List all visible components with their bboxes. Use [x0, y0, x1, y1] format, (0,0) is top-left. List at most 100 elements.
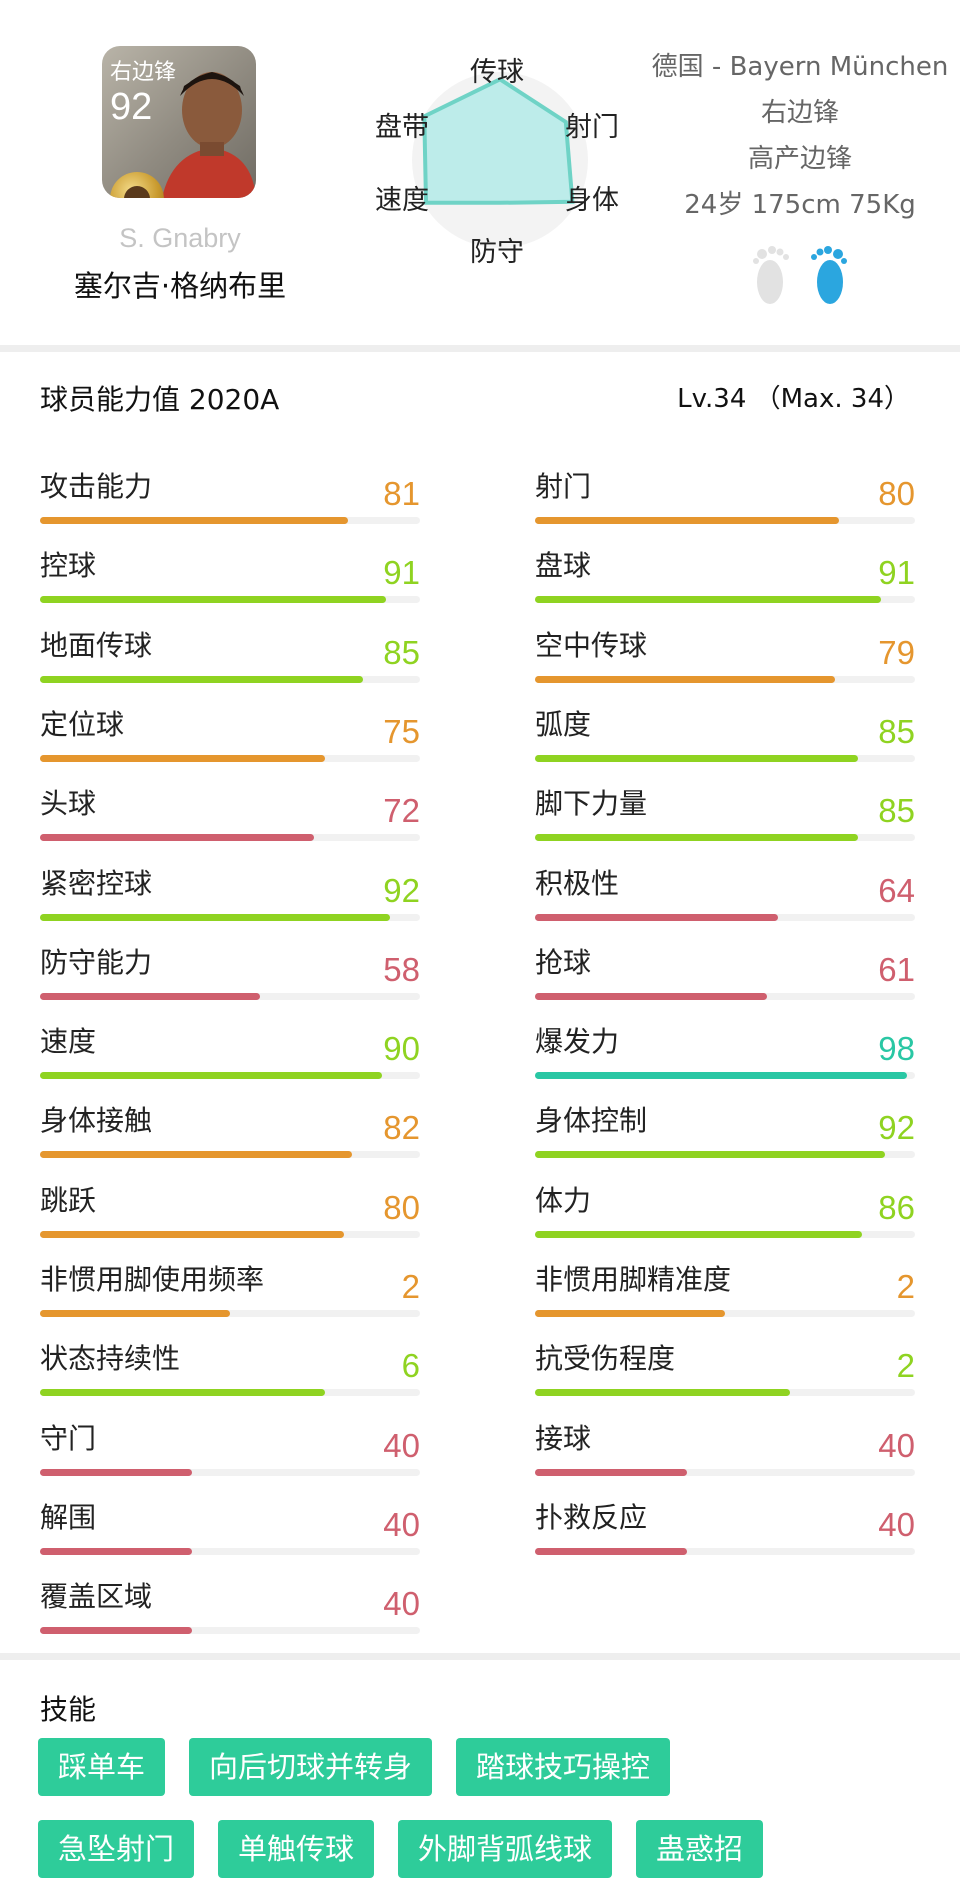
- stat-value: 40: [383, 1585, 420, 1623]
- stat-bar-fill: [535, 1389, 790, 1397]
- stat-row: 扑救反应 40: [535, 1496, 915, 1576]
- stat-bar-fill: [535, 754, 858, 762]
- skill-tag[interactable]: 踏球技巧操控: [456, 1738, 671, 1796]
- stat-bar-fill: [40, 1072, 382, 1080]
- stat-value: 92: [878, 1109, 915, 1147]
- radar-label-defense: 防守: [470, 237, 524, 268]
- radar-label-speed: 速度: [375, 185, 429, 216]
- stat-value: 40: [878, 1426, 915, 1464]
- stat-value: 2: [896, 1268, 915, 1305]
- stat-bar-fill: [535, 517, 839, 524]
- stat-value: 90: [383, 1030, 420, 1068]
- skill-tag[interactable]: 单触传球: [218, 1820, 375, 1878]
- stat-row: 非惯用脚精准度 2: [535, 1258, 915, 1338]
- stat-bar-track: [40, 992, 420, 1000]
- stat-bar-track: [535, 1389, 915, 1397]
- skill-tag[interactable]: 向后切球并转身: [189, 1738, 433, 1796]
- skill-tag[interactable]: 急坠射门: [38, 1820, 195, 1878]
- stat-bar-fill: [535, 1468, 687, 1476]
- stat-label: 状态持续性: [40, 1342, 181, 1376]
- radar-label-pass: 传球: [470, 57, 524, 88]
- stat-row: 头球 72: [40, 782, 420, 862]
- stat-bar-fill: [40, 1151, 352, 1159]
- skill-tag[interactable]: 踩单车: [38, 1738, 166, 1796]
- divider: [0, 345, 960, 352]
- stat-value: 81: [383, 475, 420, 512]
- stat-row: 跳跃 80: [40, 1179, 420, 1259]
- stat-bar-track: [40, 834, 420, 842]
- stat-value: 2: [896, 1347, 915, 1385]
- preferred-foot-icon: [753, 246, 847, 304]
- stat-bar-fill: [40, 1468, 192, 1476]
- stat-label: 守门: [40, 1421, 97, 1455]
- stat-bar-track: [535, 675, 915, 683]
- radar-chart: [412, 72, 588, 248]
- card-position: 右边锋: [110, 60, 177, 85]
- stat-bar-fill: [40, 596, 386, 604]
- stat-value: 40: [383, 1505, 420, 1543]
- player-photo: [162, 72, 256, 198]
- stat-bar-fill: [535, 1547, 687, 1555]
- body-info: 24岁 175cm 75Kg: [684, 190, 916, 220]
- stat-label: 体力: [535, 1183, 592, 1217]
- playstyle-info: 高产边锋: [747, 144, 852, 174]
- stat-row: 非惯用脚使用频率 2: [40, 1258, 420, 1338]
- stat-row: 控球 91: [40, 544, 420, 624]
- stat-row: 积极性 64: [535, 862, 915, 942]
- stat-bar-fill: [40, 1389, 325, 1397]
- stat-bar-fill: [535, 913, 779, 921]
- stat-value: 82: [383, 1109, 420, 1147]
- skill-tag[interactable]: 外脚背弧线球: [398, 1820, 613, 1878]
- stat-bar-track: [40, 596, 420, 604]
- stat-bar-track: [535, 596, 915, 604]
- right-foot-icon: [811, 246, 847, 304]
- stat-bar-track: [535, 517, 915, 524]
- stat-bar-track: [535, 992, 915, 1000]
- stat-label: 扑救反应: [535, 1500, 648, 1534]
- stat-row: 抢球 61: [535, 941, 915, 1021]
- radar-label-physical: 身体: [565, 185, 619, 216]
- stat-value: 40: [383, 1426, 420, 1464]
- stat-label: 空中传球: [535, 628, 648, 662]
- stat-label: 积极性: [535, 866, 620, 900]
- stat-bar-fill: [535, 1230, 862, 1238]
- stat-value: 80: [878, 475, 915, 512]
- stat-row: 体力 86: [535, 1179, 915, 1259]
- skill-tag[interactable]: 蛊惑招: [636, 1820, 764, 1878]
- stat-value: 98: [878, 1030, 915, 1068]
- stat-row: 守门 40: [40, 1417, 420, 1497]
- skill-row: 急坠射门 单触传球 外脚背弧线球 蛊惑招: [38, 1820, 938, 1878]
- player-header: 右边锋 92 S. Gnabry 塞尔吉·格纳布里 传球 射门 身体 防守 速度…: [0, 0, 960, 345]
- stat-value: 40: [878, 1505, 915, 1543]
- stat-bar-track: [535, 1230, 915, 1238]
- stat-bar-track: [40, 1310, 420, 1317]
- stat-label: 跳跃: [40, 1183, 97, 1217]
- stat-value: 2: [401, 1268, 420, 1305]
- stat-value: 86: [878, 1188, 915, 1226]
- stat-row: 射门 80: [535, 465, 915, 545]
- stat-row: 弧度 85: [535, 703, 915, 783]
- stat-bar-track: [40, 1468, 420, 1476]
- stat-bar-fill: [535, 1310, 725, 1317]
- player-card[interactable]: 右边锋 92: [102, 46, 256, 198]
- stat-label: 紧密控球: [40, 866, 153, 900]
- stat-label: 非惯用脚精准度: [535, 1263, 732, 1296]
- stat-row: 地面传球 85: [40, 624, 420, 704]
- stat-row: 防守能力 58: [40, 941, 420, 1021]
- stat-label: 盘球: [535, 549, 592, 583]
- stat-value: 92: [383, 871, 420, 909]
- stat-bar-fill: [40, 834, 314, 842]
- club-info: 德国 - Bayern München: [651, 52, 949, 82]
- stat-value: 61: [878, 950, 915, 988]
- stat-value: 85: [878, 712, 915, 750]
- stat-bar-fill: [40, 517, 348, 524]
- stat-bar-track: [535, 1072, 915, 1080]
- stat-label: 射门: [535, 470, 592, 503]
- position-info: 右边锋: [760, 98, 839, 128]
- stat-label: 防守能力: [40, 945, 153, 979]
- stat-bar-fill: [535, 834, 858, 842]
- stat-label: 控球: [40, 549, 97, 583]
- stat-row: 速度 90: [40, 1020, 420, 1100]
- stat-bar-track: [40, 1230, 420, 1238]
- stat-row: 空中传球 79: [535, 624, 915, 704]
